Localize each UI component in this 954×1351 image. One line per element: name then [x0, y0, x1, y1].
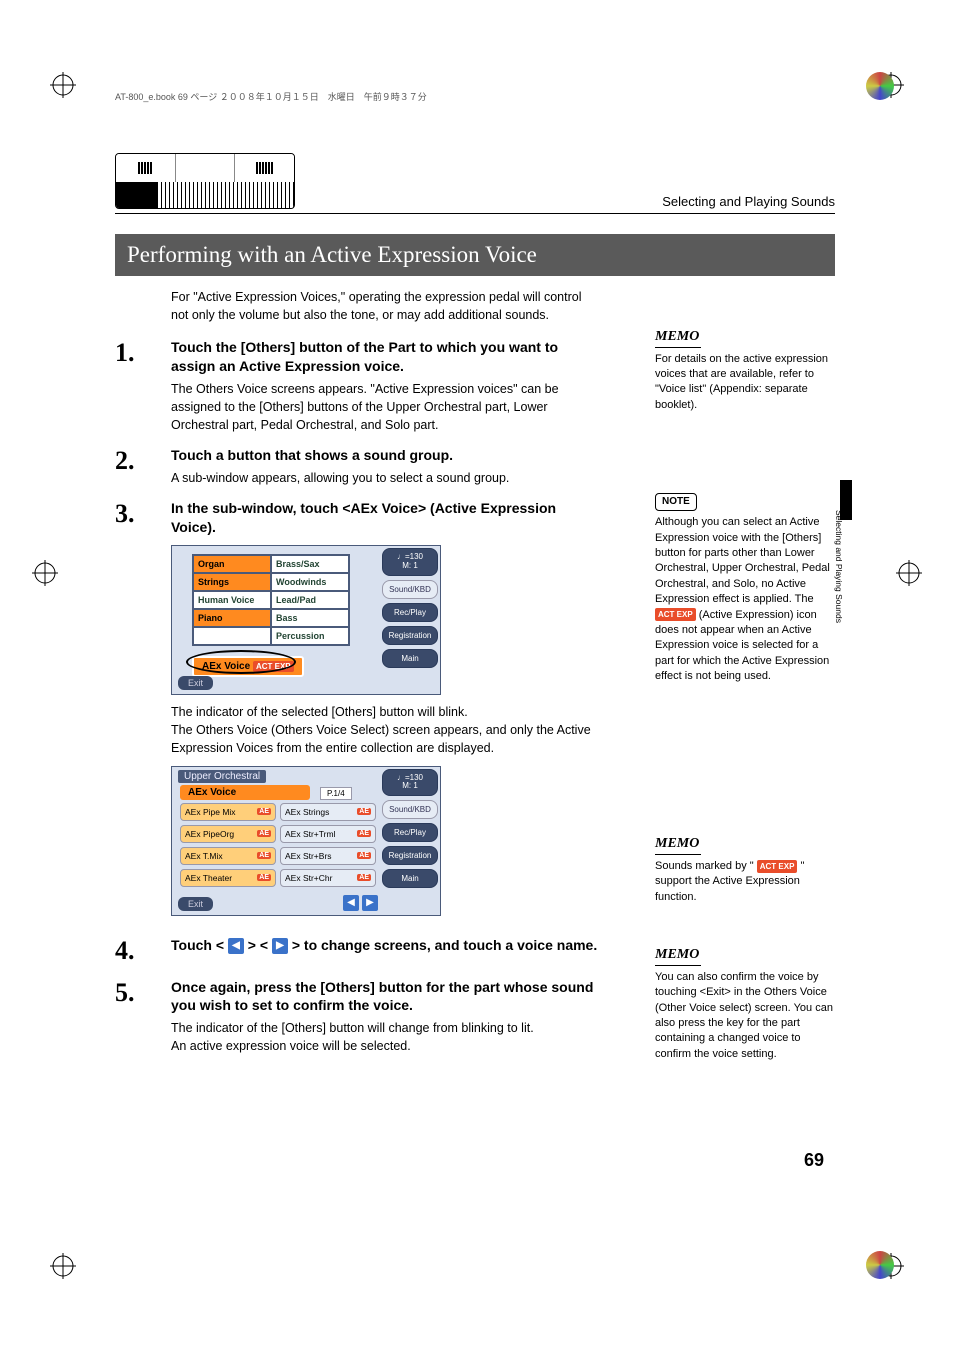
group-bass[interactable]: Bass [271, 609, 349, 627]
group-strings[interactable]: Strings [193, 573, 271, 591]
group-leadpad[interactable]: Lead/Pad [271, 591, 349, 609]
step-title: Touch the [Others] button of the Part to… [171, 338, 601, 376]
print-header: AT-800_e.book 69 ページ ２００８年１０月１５日 水曜日 午前９… [115, 90, 835, 103]
color-reg-icon [866, 1251, 894, 1279]
memo-1: MEMO For details on the active expressio… [655, 327, 835, 413]
voice-str-chr[interactable]: AEx Str+ChrAE [280, 869, 376, 887]
reg-mark-icon [50, 72, 76, 98]
aex-icon: AE [357, 830, 371, 837]
step-title: In the sub-window, touch <AEx Voice> (Ac… [171, 499, 601, 537]
step-num: 3 [115, 499, 171, 923]
aex-icon: AE [357, 874, 371, 881]
step-num: 5 [115, 978, 171, 1056]
memo-label: MEMO [655, 327, 701, 348]
sidebar: MEMO For details on the active expressio… [655, 327, 835, 1142]
voice-pipeorg[interactable]: AEx PipeOrgAE [180, 825, 276, 843]
step-title: Touch < ◀ > < ▶ > to change screens, and… [171, 936, 601, 955]
memo-text: Sounds marked by " ACT EXP " support the… [655, 859, 835, 905]
aex-header: AEx Voice [180, 785, 310, 800]
voice-str-trml[interactable]: AEx Str+TrmlAE [280, 825, 376, 843]
aex-icon: AE [357, 852, 371, 859]
registration-button[interactable]: Registration [382, 626, 438, 645]
aex-icon: AE [257, 874, 271, 881]
step-text: The indicator of the selected [Others] b… [171, 703, 601, 757]
step-title: Touch a button that shows a sound group. [171, 446, 601, 465]
group-woodwinds[interactable]: Woodwinds [271, 573, 349, 591]
right-arrow-icon: ▶ [272, 938, 288, 954]
memo-text: For details on the active expression voi… [655, 352, 835, 414]
intro-text: For "Active Expression Voices," operatin… [171, 288, 601, 324]
voice-pipe-mix[interactable]: AEx Pipe MixAE [180, 803, 276, 821]
aex-icon: ACT EXP [655, 608, 696, 621]
reg-mark-icon [896, 560, 922, 586]
sound-kbd-button[interactable]: Sound/KBD [382, 800, 438, 819]
aex-icon: AE [257, 830, 271, 837]
prev-arrow[interactable]: ◀ [343, 895, 359, 911]
group-percussion[interactable]: Percussion [271, 627, 349, 645]
exit-button[interactable]: Exit [178, 676, 213, 690]
group-humanvoice[interactable]: Human Voice [193, 591, 271, 609]
tab-marker [840, 480, 852, 520]
vertical-chapter-text: Selecting and Playing Sounds [834, 510, 844, 623]
screenshot-voice-select: Upper Orchestral AEx Voice P.1/4 AEx Pip… [171, 766, 441, 916]
memo-2: MEMO Sounds marked by " ACT EXP " suppor… [655, 834, 835, 905]
step-num: 2 [115, 446, 171, 487]
main-button[interactable]: Main [382, 649, 438, 668]
voice-theater[interactable]: AEx TheaterAE [180, 869, 276, 887]
step-num: 1 [115, 338, 171, 434]
note-block: NOTE Although you can select an Active E… [655, 493, 835, 684]
aex-icon: AE [257, 808, 271, 815]
note-text: Although you can select an Active Expres… [655, 515, 835, 684]
tempo-display: ♩=130M: 1 [382, 548, 438, 576]
screen-title: Upper Orchestral [178, 770, 266, 783]
rec-play-button[interactable]: Rec/Play [382, 823, 438, 842]
memo-3: MEMO You can also confirm the voice by t… [655, 945, 835, 1062]
rec-play-button[interactable]: Rec/Play [382, 603, 438, 622]
next-arrow[interactable]: ▶ [362, 895, 378, 911]
organ-diagram [115, 153, 295, 209]
chapter-label: Selecting and Playing Sounds [662, 194, 835, 209]
step-text: A sub-window appears, allowing you to se… [171, 469, 601, 487]
screenshot-sound-groups: Organ Brass/Sax Strings Woodwinds Human … [171, 545, 441, 695]
memo-text: You can also confirm the voice by touchi… [655, 970, 835, 1062]
reg-mark-icon [32, 560, 58, 586]
voice-strings[interactable]: AEx StringsAE [280, 803, 376, 821]
step-text: The Others Voice screens appears. "Activ… [171, 380, 601, 434]
main-button[interactable]: Main [382, 869, 438, 888]
group-brass[interactable]: Brass/Sax [271, 555, 349, 573]
sound-kbd-button[interactable]: Sound/KBD [382, 580, 438, 599]
tempo-display: ♩=130M: 1 [382, 769, 438, 797]
exit-button[interactable]: Exit [178, 897, 213, 911]
note-label: NOTE [655, 493, 697, 511]
voice-str-brs[interactable]: AEx Str+BrsAE [280, 847, 376, 865]
sound-group-grid: Organ Brass/Sax Strings Woodwinds Human … [192, 554, 350, 646]
top-row: Selecting and Playing Sounds [115, 153, 835, 214]
section-title: Performing with an Active Expression Voi… [115, 234, 835, 276]
reg-mark-icon [50, 1253, 76, 1279]
page-indicator: P.1/4 [320, 787, 352, 800]
voice-tmix[interactable]: AEx T.MixAE [180, 847, 276, 865]
registration-button[interactable]: Registration [382, 846, 438, 865]
aex-icon: AE [357, 808, 371, 815]
step-title: Once again, press the [Others] button fo… [171, 978, 601, 1016]
aex-icon: ACT EXP [757, 860, 798, 873]
left-arrow-icon: ◀ [228, 938, 244, 954]
step-text: The indicator of the [Others] button wil… [171, 1019, 601, 1055]
color-reg-icon [866, 72, 894, 100]
page-number: 69 [804, 1150, 824, 1171]
aex-icon: AE [257, 852, 271, 859]
memo-label: MEMO [655, 834, 701, 855]
memo-label: MEMO [655, 945, 701, 966]
group-empty [193, 627, 271, 645]
group-organ[interactable]: Organ [193, 555, 271, 573]
group-piano[interactable]: Piano [193, 609, 271, 627]
step-num: 4 [115, 936, 171, 966]
